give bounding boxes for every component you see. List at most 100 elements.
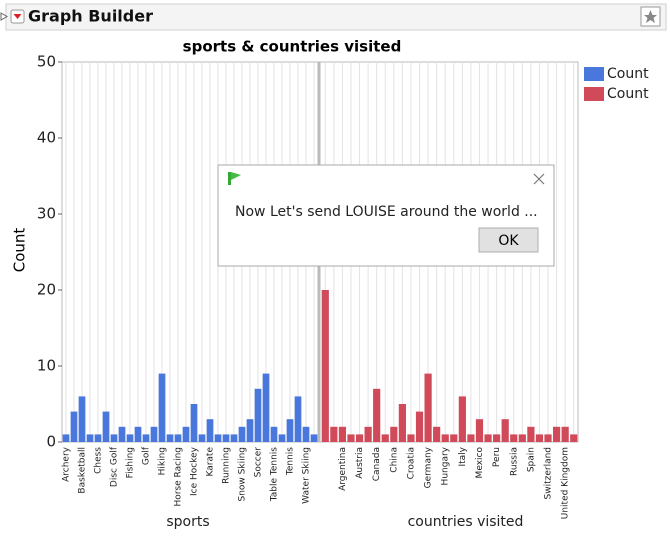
bar: [70, 411, 78, 442]
legend-label: Count: [607, 86, 649, 102]
bar: [390, 426, 398, 442]
bar: [78, 396, 86, 442]
window-title: Graph Builder: [28, 7, 153, 26]
x-tick-label: Germany: [424, 446, 434, 488]
x-tick-label: Switzerland: [544, 447, 554, 500]
bar: [424, 373, 432, 442]
bar: [510, 434, 518, 442]
bar: [450, 434, 458, 442]
y-tick-label: 50: [37, 53, 56, 71]
title-bar: [5, 3, 667, 31]
bar: [433, 426, 441, 442]
chart-title: sports & countries visited: [183, 38, 402, 56]
bar: [62, 434, 70, 442]
y-tick-label: 0: [46, 433, 56, 451]
x-tick-label: Canada: [372, 447, 382, 481]
x-tick-label: Golf: [142, 446, 152, 465]
x-tick-label: Fishing: [126, 447, 136, 478]
bar: [570, 434, 578, 442]
dialog-message: Now Let's send LOUISE around the world .…: [235, 204, 538, 220]
x-tick-label: Horse Racing: [174, 447, 184, 507]
bar: [373, 388, 381, 442]
bar: [561, 426, 569, 442]
disclosure[interactable]: [0, 12, 8, 21]
bar: [458, 396, 466, 442]
legend-label: Count: [607, 66, 649, 82]
y-tick-label: 40: [37, 129, 56, 147]
star-icon: [644, 10, 657, 23]
x-tick-label: Argentina: [338, 447, 348, 491]
legend-swatch: [584, 87, 604, 101]
x-tick-label: Table Tennis: [270, 447, 280, 503]
bar: [134, 426, 142, 442]
x-tick-label: Chess: [94, 447, 104, 474]
x-tick-label: Russia: [509, 447, 519, 476]
x-tick-label: Water Skiing: [302, 447, 312, 504]
x-tick-label: Peru: [492, 447, 502, 467]
bar: [166, 434, 174, 442]
x-tick-label: Running: [222, 447, 232, 484]
bar: [484, 434, 492, 442]
bar: [126, 434, 134, 442]
bar: [214, 434, 222, 442]
close-button[interactable]: [533, 173, 545, 185]
x-tick-label: Hungary: [441, 446, 451, 485]
bar: [467, 434, 475, 442]
bar: [527, 426, 535, 442]
bar: [501, 419, 509, 442]
bar: [415, 411, 424, 442]
bar: [347, 434, 355, 442]
x-tick-label: Basketball: [78, 447, 88, 494]
bar: [475, 419, 484, 442]
bar: [174, 434, 182, 442]
group-label: sports: [166, 514, 209, 530]
bar: [262, 373, 270, 442]
bar: [238, 426, 246, 442]
ok-button-label[interactable]: OK: [498, 233, 519, 249]
x-tick-label: Hiking: [158, 447, 168, 475]
y-axis-label: Count: [11, 228, 29, 273]
bar: [270, 426, 278, 442]
bar: [158, 373, 166, 442]
x-tick-label: Snow Skiing: [238, 447, 248, 502]
bar: [518, 434, 526, 442]
flag-pole: [228, 172, 231, 185]
bar: [493, 434, 501, 442]
bar: [552, 426, 561, 442]
bar: [398, 404, 406, 442]
bar: [190, 404, 198, 442]
bar: [278, 434, 286, 442]
legend-swatch: [584, 67, 604, 81]
bar: [355, 434, 364, 442]
x-tick-label: Spain: [526, 447, 536, 472]
bar: [441, 434, 449, 442]
group-label: countries visited: [408, 514, 524, 530]
bar: [86, 434, 94, 442]
bar: [330, 426, 338, 442]
bar: [230, 434, 238, 442]
x-tick-label: Austria: [355, 447, 365, 479]
bar: [102, 411, 110, 442]
menu-arrow: [13, 14, 22, 19]
x-tick-label: China: [389, 447, 399, 473]
bar: [198, 434, 206, 442]
x-tick-label: Karate: [206, 447, 216, 477]
bar: [286, 419, 294, 442]
x-tick-label: Italy: [458, 446, 468, 466]
ok-button[interactable]: [478, 227, 539, 253]
bar: [338, 426, 347, 442]
x-tick-label: Croatia: [406, 447, 416, 479]
bar: [381, 434, 389, 442]
bar: [94, 434, 102, 442]
x-tick-label: Disc Golf: [110, 446, 120, 487]
bar: [321, 290, 329, 442]
y-tick-label: 30: [37, 205, 56, 223]
bar: [254, 388, 262, 442]
bar: [294, 396, 302, 442]
bar: [302, 426, 310, 442]
bar: [118, 426, 126, 442]
bar: [182, 426, 190, 442]
